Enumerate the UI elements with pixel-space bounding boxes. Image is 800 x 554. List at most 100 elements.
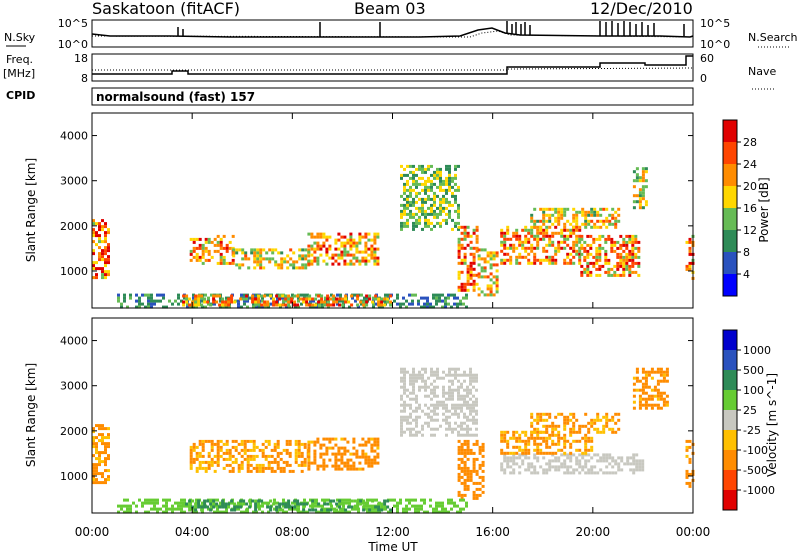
velocity-ylabel: Slant Range [km] — [24, 363, 38, 467]
xtick-label: 08:00 — [275, 525, 310, 539]
colorbar-tick-label: 24 — [743, 158, 757, 171]
velocity-echo-region-0 — [92, 424, 110, 485]
freq-label-2: [MHz] — [3, 67, 35, 80]
velocity-echo-region-11 — [182, 499, 393, 512]
colorbar-swatch — [723, 350, 737, 371]
noise-right-tick-top: 10^5 — [700, 17, 730, 30]
xtick-label: 20:00 — [576, 525, 611, 539]
power-ylabel: Slant Range [km] — [24, 158, 38, 262]
colorbar-swatch — [723, 142, 737, 165]
power-panel: 1000 2000 3000 4000 Slant Range [km] 28 24 20… — [24, 112, 771, 309]
colorbar-swatch — [723, 186, 737, 209]
colorbar-swatch — [723, 164, 737, 187]
noise-search-label: N.Search — [748, 31, 798, 44]
colorbar-tick-label: -100 — [743, 444, 768, 457]
velocity-echo-region-5 — [500, 453, 645, 475]
velocity-colorbar-label: Velocity [m s^-1] — [765, 373, 779, 477]
velocity-echo-region-4 — [457, 439, 485, 500]
power-axes: 1000 2000 3000 4000 — [60, 130, 693, 278]
colorbar-frame — [722, 329, 738, 511]
noise-sky-line — [91, 27, 694, 38]
noise-search-line — [91, 30, 694, 38]
ytick-label: 3000 — [60, 175, 88, 188]
noise-right-tick-bottom: 10^0 — [700, 38, 730, 51]
power-colorbar: 28 24 20 16 12 8 4 — [722, 119, 757, 297]
noise-left-tick-bottom: 10^0 — [58, 38, 88, 51]
date-title: 12/Dec/2010 — [590, 0, 693, 18]
freq-left-tick-top: 18 — [74, 52, 88, 65]
cpid-label: CPID — [6, 89, 35, 102]
freq-panel: Freq. [MHz] 18 8 60 0 Nave — [3, 52, 776, 90]
colorbar-swatch — [723, 410, 737, 431]
colorbar-swatch — [723, 450, 737, 471]
ytick-label: 4000 — [60, 335, 88, 348]
beam-title: Beam 03 — [354, 0, 426, 18]
xtick-label: 12:00 — [375, 525, 410, 539]
station-title: Saskatoon (fitACF) — [92, 0, 240, 18]
colorbar-tick-label: 20 — [743, 180, 757, 193]
colorbar-tick-label: 12 — [743, 224, 757, 237]
colorbar-swatch — [723, 390, 737, 411]
nave-line — [92, 67, 694, 71]
colorbar-tick-label: 4 — [743, 268, 750, 281]
power-echo-region-3 — [307, 232, 380, 266]
velocity-axes: 1000 2000 3000 4000 — [60, 335, 693, 483]
colorbar-swatch — [723, 274, 737, 297]
xtick-label: 00:00 — [75, 525, 110, 539]
power-echo-region-10 — [632, 167, 648, 210]
power-echo-region-8 — [580, 234, 641, 277]
power-colorbar-label: Power [dB] — [757, 177, 771, 242]
colorbar-swatch — [723, 208, 737, 231]
velocity-echo-region-6 — [500, 430, 594, 455]
colorbar-tick-label: 100 — [743, 384, 764, 397]
velocity-panel: 1000 2000 3000 4000 Slant Range [km] 1000 50… — [24, 317, 779, 514]
ytick-label: 1000 — [60, 470, 88, 483]
noise-left-tick-top: 10^5 — [58, 17, 88, 30]
time-axis-label: Time UT — [367, 540, 418, 554]
xtick-label: 16:00 — [475, 525, 510, 539]
power-echo-region-0 — [92, 219, 110, 280]
colorbar-swatch — [723, 120, 737, 143]
velocity-echo-region-1 — [189, 439, 310, 473]
colorbar-swatch — [723, 490, 737, 511]
colorbar-swatch — [723, 370, 737, 391]
freq-frame — [91, 53, 694, 82]
cpid-frame — [91, 87, 694, 106]
noise-panel: N.Sky 10^5 10^0 10^5 10^0 N.Search — [4, 17, 798, 51]
ytick-label: 2000 — [60, 425, 88, 438]
noise-sky-label: N.Sky — [4, 31, 36, 44]
velocity-frame — [91, 317, 694, 514]
colorbar-tick-label: -500 — [743, 464, 768, 477]
colorbar-tick-label: -25 — [743, 424, 761, 437]
ytick-label: 4000 — [60, 130, 88, 143]
power-echo-region-6 — [477, 248, 499, 297]
cpid-value: normalsound (fast) 157 — [96, 90, 255, 104]
time-axis: 00:00 04:00 08:00 12:00 16:00 20:00 00:00 — [75, 113, 711, 539]
colorbar-tick-label: 1000 — [743, 344, 771, 357]
xtick-label: 04:00 — [175, 525, 210, 539]
colorbar-tick-label: 500 — [743, 364, 764, 377]
nave-label: Nave — [748, 65, 776, 78]
xtick-label: 00:00 — [676, 525, 711, 539]
colorbar-swatch — [723, 330, 737, 351]
ytick-label: 2000 — [60, 220, 88, 233]
colorbar-tick-label: 25 — [743, 404, 757, 417]
freq-left-tick-bottom: 8 — [81, 72, 88, 85]
power-data — [92, 164, 695, 309]
nave-right-tick-top: 60 — [700, 52, 714, 65]
power-echo-region-2 — [232, 248, 311, 270]
ytick-label: 3000 — [60, 380, 88, 393]
power-echo-region-4 — [400, 164, 460, 231]
power-echo-region-5 — [457, 225, 479, 292]
velocity-colorbar: 1000 500 100 25 -25 -100 -500 -1000 — [722, 329, 775, 511]
ytick-label: 1000 — [60, 265, 88, 278]
power-echo-region-1 — [189, 234, 235, 265]
colorbar-tick-label: 16 — [743, 202, 757, 215]
power-echo-region-7 — [500, 225, 582, 265]
velocity-echo-region-7 — [530, 412, 621, 434]
colorbar-swatch — [723, 230, 737, 253]
freq-line — [92, 55, 693, 75]
colorbar-swatch — [723, 252, 737, 275]
velocity-data — [92, 367, 695, 514]
velocity-echo-region-2 — [307, 437, 380, 471]
